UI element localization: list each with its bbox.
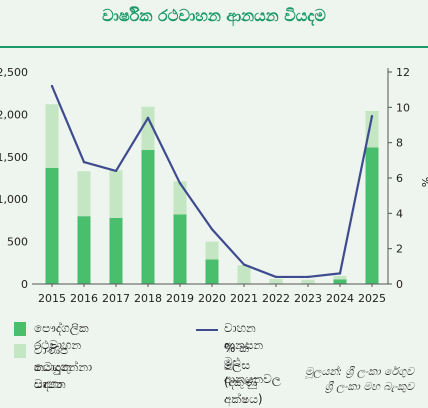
line-point-2015 <box>50 84 54 88</box>
right-tick-label: 12 <box>396 66 410 79</box>
right-tick-label: 6 <box>396 172 403 185</box>
legend-swatch-commercial <box>14 344 26 358</box>
legend-swatch-private <box>14 322 26 336</box>
x-tick-label-2019: 2019 <box>166 292 194 305</box>
x-tick-label-2017: 2017 <box>102 292 130 305</box>
left-tick-label: 500 <box>7 236 28 249</box>
right-tick-label: 0 <box>396 278 403 291</box>
line-point-2024 <box>338 272 342 275</box>
left-tick-label: 1,000 <box>0 193 28 206</box>
bar-commercial-2023 <box>301 279 315 284</box>
x-tick-label-2022: 2022 <box>262 292 290 305</box>
line-point-2017 <box>114 169 118 173</box>
legend-label-commercial-1: වාණිජ කටයුතු සඳහා <box>34 343 71 391</box>
left-tick-label: 2,000 <box>0 108 28 121</box>
bar-commercial-2020 <box>205 241 219 260</box>
bar-commercial-2024 <box>333 275 347 280</box>
right-tick-label: 4 <box>396 207 403 220</box>
chart: 0 500 1,000 1,500 2,000 2,500 0 2 4 6 8 10 12% 2015 20… <box>0 66 428 305</box>
bar-private-2015 <box>45 167 59 284</box>
right-tick-label: 8 <box>396 137 403 150</box>
bar-commercial-2019 <box>173 181 187 215</box>
bar-private-2018 <box>141 150 155 284</box>
line-point-2019 <box>178 182 182 185</box>
bar-private-2024 <box>333 279 347 284</box>
left-tick-label: 0 <box>21 278 28 291</box>
legend-line-ratio <box>196 329 218 331</box>
bar-commercial-2022 <box>269 278 283 284</box>
x-tick-label-2025: 2025 <box>358 292 386 305</box>
legend-label-private: පෞද්ගලික රථවාහන <box>34 321 89 352</box>
line-point-2020 <box>210 228 214 231</box>
source-note: මූලයන්: ශ්‍රී ලංකා රේගුව ශ්‍රී ලංකා මහ බ… <box>305 364 414 394</box>
source-line-1: මූලයන්: ශ්‍රී ලංකා රේගුව <box>305 365 414 378</box>
x-tick-label-2015: 2015 <box>38 292 66 305</box>
source-line-2: ශ්‍රී ලංකා මහ බැංකුව <box>324 380 414 393</box>
bar-private-2019 <box>173 214 187 284</box>
bar-commercial-2018 <box>141 106 155 151</box>
bar-private-2025 <box>365 147 379 284</box>
bar-private-2017 <box>109 217 123 284</box>
line-point-2018 <box>146 116 150 120</box>
x-tick-label-2020: 2020 <box>198 292 226 305</box>
line-point-2022 <box>274 275 278 279</box>
right-axis-label: % <box>419 177 428 187</box>
bar-commercial-2017 <box>109 170 123 218</box>
bar-commercial-2016 <box>77 171 91 217</box>
bar-private-2016 <box>77 216 91 284</box>
x-tick-label-2023: 2023 <box>294 292 322 305</box>
x-tick-label-2018: 2018 <box>134 292 162 305</box>
bar-commercial-2015 <box>45 104 59 168</box>
chart-title: වාර්ෂික රථවාහන ආනයන වියදම <box>102 6 326 25</box>
legend-label-ratio-1: වාහන ආනයන මුළු ආනයනවල <box>224 321 281 386</box>
x-tick-label-2024: 2024 <box>326 292 354 305</box>
legend-label-commercial-2: යොදාගන්නා වාහන <box>34 360 93 391</box>
right-tick-label: 10 <box>396 101 410 114</box>
title-divider <box>0 46 428 48</box>
x-tick-label-2016: 2016 <box>70 292 98 305</box>
bar-commercial-2021 <box>237 265 251 284</box>
line-point-2025 <box>370 114 374 118</box>
left-tick-label: 1,500 <box>0 151 28 164</box>
line-point-2016 <box>82 160 86 164</box>
legend-label-ratio-2: % ක් ලෙස (දකුණු අක්ෂය) <box>224 341 263 406</box>
line-point-2023 <box>306 275 310 279</box>
x-tick-label-2021: 2021 <box>230 292 258 305</box>
right-tick-label: 2 <box>396 243 403 256</box>
line-point-2021 <box>242 263 246 266</box>
left-tick-label: 2,500 <box>0 66 28 79</box>
bar-commercial-2025 <box>365 111 379 148</box>
bar-private-2020 <box>205 259 219 284</box>
